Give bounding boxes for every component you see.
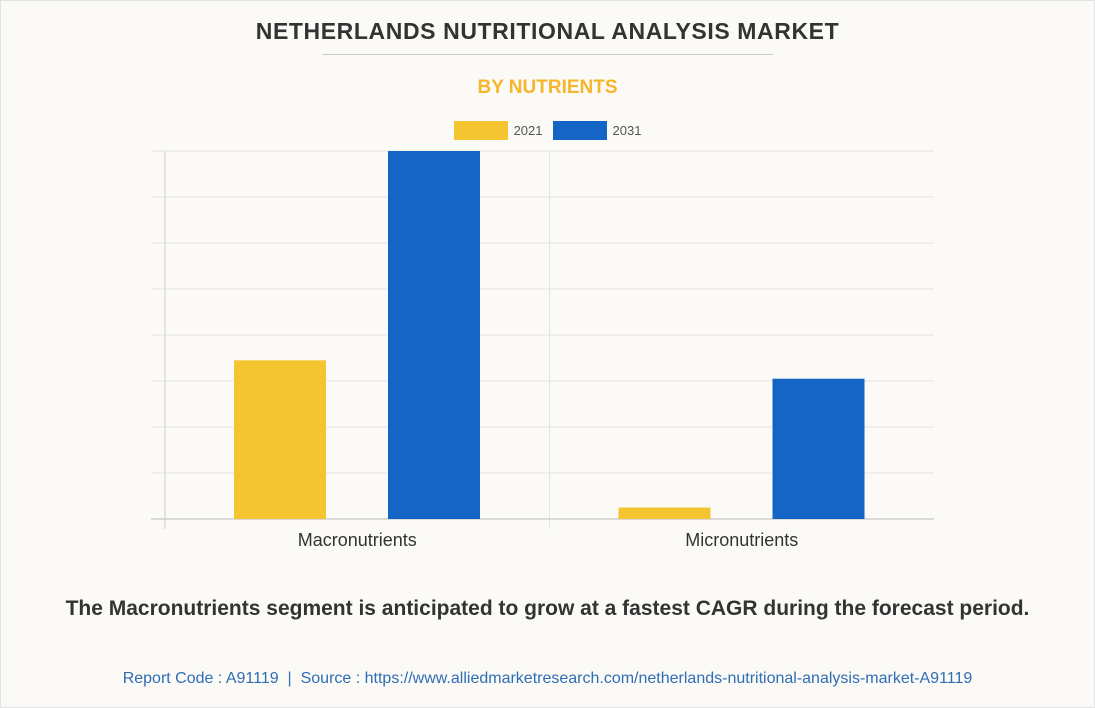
legend: 2021 2031 — [0, 120, 1095, 140]
source-link[interactable]: Source : https://www.alliedmarketresearc… — [300, 670, 973, 687]
legend-label-2031: 2031 — [612, 122, 642, 138]
footer-separator: | — [278, 670, 301, 687]
bar-macronutrients-2031 — [388, 151, 480, 519]
bar-micronutrients-2021 — [618, 507, 711, 519]
chart-subtitle: BY NUTRIENTS — [477, 77, 618, 98]
bar-micronutrients-2031 — [772, 378, 865, 519]
legend-item-2031[interactable]: 2031 — [552, 120, 642, 140]
chart-caption: The Macronutrients segment is anticipate… — [65, 597, 1030, 620]
x-tick-label-micronutrients: Micronutrients — [685, 530, 798, 550]
bar-macronutrients-2021 — [234, 360, 326, 519]
title-divider — [322, 54, 773, 55]
report-code: Report Code : A91119 — [122, 670, 279, 687]
legend-item-2021[interactable]: 2021 — [453, 120, 543, 140]
legend-label-2021: 2021 — [513, 122, 543, 138]
chart-title: NETHERLANDS NUTRITIONAL ANALYSIS MARKET — [255, 18, 840, 44]
footer: Report Code : A91119 | Source : https://… — [0, 670, 1095, 688]
legend-swatch-2031 — [552, 120, 607, 140]
x-tick-label-macronutrients: Macronutrients — [298, 530, 417, 550]
legend-swatch-2021 — [453, 120, 508, 140]
